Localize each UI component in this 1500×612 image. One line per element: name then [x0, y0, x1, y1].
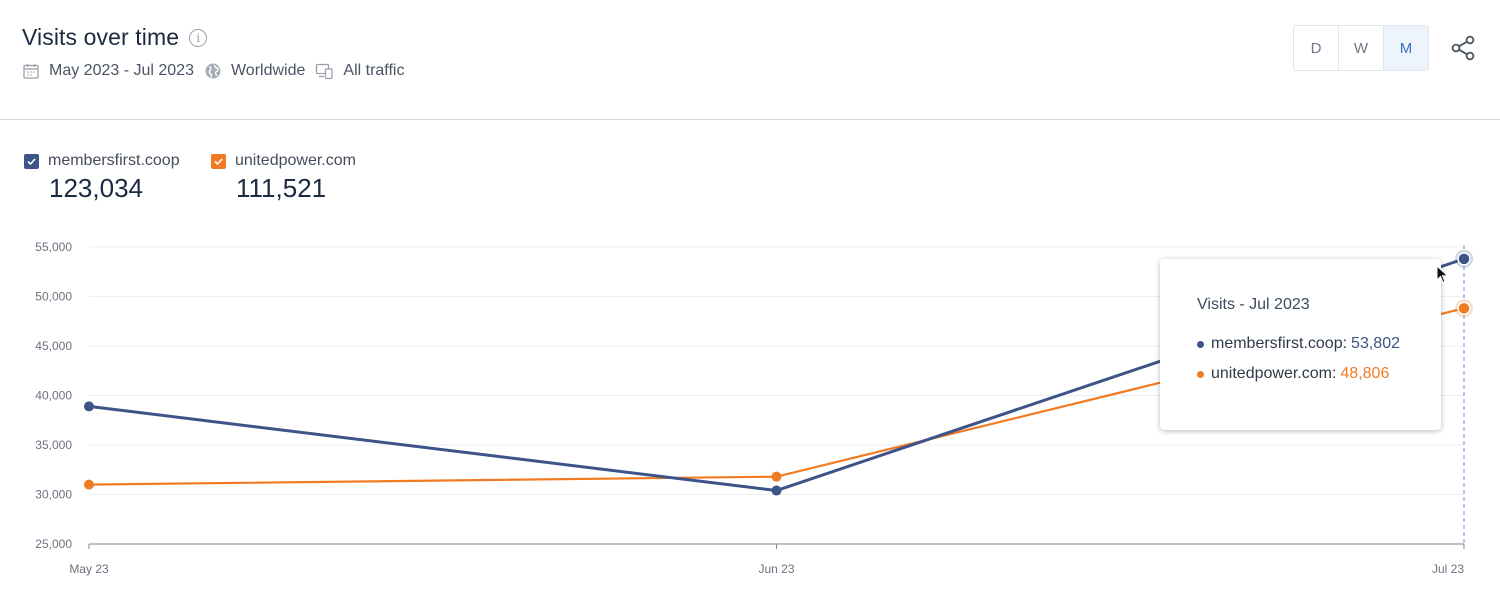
chart-header: Visits over time i May 2023 - Jul 2023 W…: [0, 0, 1500, 120]
tooltip-title: Visits - Jul 2023: [1197, 296, 1310, 313]
traffic-label: All traffic: [343, 62, 405, 79]
y-tick-label: 50,000: [35, 290, 72, 304]
y-tick-label: 40,000: [35, 389, 72, 403]
tooltip-value: 48,806: [1340, 365, 1390, 382]
tooltip-label: unitedpower.com:: [1211, 365, 1337, 382]
check-icon: [27, 157, 36, 165]
date-range-filter[interactable]: May 2023 - Jul 2023: [22, 62, 194, 80]
legend-name: unitedpower.com: [235, 152, 356, 169]
page-title: Visits over time: [22, 24, 180, 50]
legend-name: membersfirst.coop: [48, 152, 180, 169]
traffic-filter[interactable]: All traffic: [315, 62, 404, 80]
y-tick-label: 35,000: [35, 438, 72, 452]
region-label: Worldwide: [230, 62, 306, 79]
data-point: [84, 401, 94, 412]
series-dot: [1197, 370, 1204, 378]
legend-total: 123,034: [49, 173, 143, 203]
granularity-day-button[interactable]: D: [1294, 26, 1339, 70]
globe-icon: [205, 63, 221, 79]
data-point: [1457, 252, 1471, 266]
x-tick-label: Jun 23: [758, 562, 794, 576]
region-filter[interactable]: Worldwide: [204, 62, 305, 80]
data-point: [771, 471, 782, 482]
legend-checkbox-membersfirst[interactable]: [24, 153, 39, 169]
legend-total: 111,521: [236, 173, 327, 203]
share-icon[interactable]: [1450, 34, 1478, 62]
chart-tooltip: Visits - Jul 2023 membersfirst.coop: 53,…: [1160, 259, 1441, 430]
legend-item-membersfirst[interactable]: membersfirst.coop 123,034: [24, 152, 180, 204]
tooltip-row-unitedpower: unitedpower.com: 48,806: [1197, 365, 1389, 383]
granularity-week-button[interactable]: W: [1339, 26, 1384, 70]
legend-checkbox-unitedpower[interactable]: [211, 153, 226, 169]
y-tick-label: 45,000: [35, 339, 72, 353]
x-tick-label: May 23: [69, 562, 109, 576]
data-point: [1457, 301, 1471, 316]
x-tick-label: Jul 23: [1432, 562, 1464, 576]
series-dot: [1197, 340, 1204, 348]
mouse-pointer-icon: [1436, 265, 1449, 284]
filters-row: May 2023 - Jul 2023 Worldwide All traffi…: [22, 62, 414, 80]
data-point: [771, 485, 782, 496]
devices-icon: [316, 63, 334, 80]
data-point: [84, 479, 94, 490]
tooltip-row-membersfirst: membersfirst.coop: 53,802: [1197, 335, 1400, 353]
title-row: Visits over time i: [22, 24, 208, 51]
info-icon[interactable]: i: [189, 28, 208, 47]
granularity-month-button[interactable]: M: [1384, 26, 1428, 70]
y-tick-label: 30,000: [35, 488, 72, 502]
legend-item-unitedpower[interactable]: unitedpower.com 111,521: [211, 152, 356, 204]
tooltip-label: membersfirst.coop:: [1211, 335, 1348, 352]
calendar-icon: [23, 64, 39, 79]
y-tick-label: 25,000: [35, 537, 72, 551]
granularity-toggle: D W M: [1293, 25, 1429, 71]
check-icon: [214, 157, 223, 165]
y-tick-label: 55,000: [35, 240, 72, 254]
tooltip-value: 53,802: [1351, 335, 1400, 352]
date-range-label: May 2023 - Jul 2023: [49, 62, 194, 79]
